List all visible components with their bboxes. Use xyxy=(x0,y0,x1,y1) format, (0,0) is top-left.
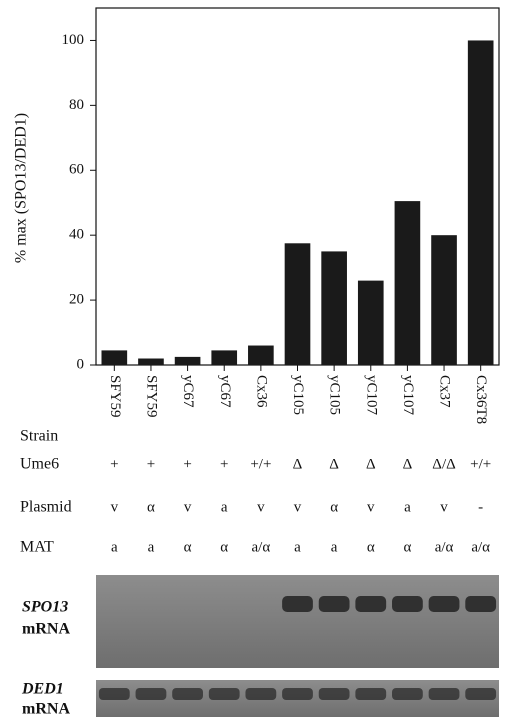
blot-band xyxy=(245,688,276,700)
y-tick-label: 0 xyxy=(77,356,85,372)
bar xyxy=(431,235,457,365)
table-cell: a/α xyxy=(435,539,454,555)
table-cell: a xyxy=(148,539,155,555)
x-tick-label: yC105 xyxy=(327,375,343,415)
blot-band xyxy=(355,596,386,612)
bar xyxy=(211,350,237,365)
row-label: Strain xyxy=(20,428,58,445)
table-cell: a/α xyxy=(471,539,490,555)
blot-label: mRNA xyxy=(22,701,70,717)
bar xyxy=(285,243,311,365)
x-tick-label: Cx37 xyxy=(437,375,453,408)
spo13-blot xyxy=(96,575,499,668)
table-cell: + xyxy=(183,456,191,472)
table-cell: - xyxy=(478,499,483,515)
blot-label: mRNA xyxy=(22,621,70,638)
row-label: Plasmid xyxy=(20,499,72,516)
blot-band xyxy=(392,596,423,612)
table-cell: a xyxy=(331,539,338,555)
bar xyxy=(358,281,384,365)
table-cell: +/+ xyxy=(470,456,491,472)
table-cell: v xyxy=(440,499,448,515)
table-cell: a xyxy=(404,499,411,515)
blot-band xyxy=(319,596,350,612)
table-cell: + xyxy=(110,456,118,472)
table-cell: Δ xyxy=(366,456,376,472)
table-cell: v xyxy=(294,499,302,515)
x-tick-label: yC105 xyxy=(290,375,306,415)
table-cell: v xyxy=(257,499,265,515)
x-tick-label: Cx36 xyxy=(253,375,269,408)
y-tick-label: 60 xyxy=(69,162,84,178)
x-tick-label: yC107 xyxy=(363,375,379,416)
blot-band xyxy=(282,688,313,700)
table-cell: + xyxy=(147,456,155,472)
x-tick-label: yC107 xyxy=(400,375,416,416)
blot-band xyxy=(99,688,130,700)
table-cell: α xyxy=(184,539,192,555)
figure: % max (SPO13/DED1) SPO13 mRNA DED1 mRNA … xyxy=(0,0,507,717)
row-label: MAT xyxy=(20,539,54,556)
blot-band xyxy=(355,688,386,700)
blot-band xyxy=(429,688,460,700)
table-cell: v xyxy=(184,499,192,515)
table-cell: a/α xyxy=(252,539,271,555)
table-cell: α xyxy=(220,539,228,555)
blot-band xyxy=(172,688,203,700)
bar xyxy=(138,359,164,365)
blot-band xyxy=(209,688,240,700)
x-tick-label: SFY59 xyxy=(107,375,123,418)
table-cell: + xyxy=(220,456,228,472)
y-tick-label: 40 xyxy=(69,227,84,243)
table-cell: a xyxy=(294,539,301,555)
blot-band xyxy=(319,688,350,700)
table-cell: α xyxy=(330,499,338,515)
x-tick-label: Cx36T8 xyxy=(473,375,489,424)
x-tick-label: SFY59 xyxy=(144,375,160,418)
table-cell: Δ xyxy=(329,456,339,472)
blot-band xyxy=(136,688,167,700)
bar xyxy=(248,346,274,365)
row-label: Ume6 xyxy=(20,456,59,473)
blot-gene: DED1 xyxy=(21,681,64,698)
bar xyxy=(321,251,347,365)
table-cell: Δ/Δ xyxy=(432,456,456,472)
bar xyxy=(395,201,421,365)
x-tick-label: yC67 xyxy=(217,375,233,408)
y-tick-label: 80 xyxy=(69,97,84,113)
y-axis-label: % max (SPO13/DED1) xyxy=(13,113,30,263)
bar xyxy=(175,357,201,365)
table-cell: Δ xyxy=(403,456,413,472)
blot-band xyxy=(465,688,496,700)
table-cell: +/+ xyxy=(250,456,271,472)
blot-band xyxy=(392,688,423,700)
y-tick-label: 100 xyxy=(62,32,85,48)
blot-band xyxy=(429,596,460,612)
table-cell: α xyxy=(147,499,155,515)
table-cell: Δ xyxy=(293,456,303,472)
blot-band xyxy=(465,596,496,612)
table-cell: a xyxy=(221,499,228,515)
table-cell: v xyxy=(367,499,375,515)
y-tick-label: 20 xyxy=(69,292,84,308)
bar xyxy=(101,350,127,365)
table-cell: α xyxy=(403,539,411,555)
x-tick-label: yC67 xyxy=(180,375,196,408)
blot-band xyxy=(282,596,313,612)
table-cell: α xyxy=(367,539,375,555)
table-cell: a xyxy=(111,539,118,555)
blot-gene: SPO13 xyxy=(22,599,68,616)
bar xyxy=(468,40,494,365)
table-cell: v xyxy=(111,499,119,515)
